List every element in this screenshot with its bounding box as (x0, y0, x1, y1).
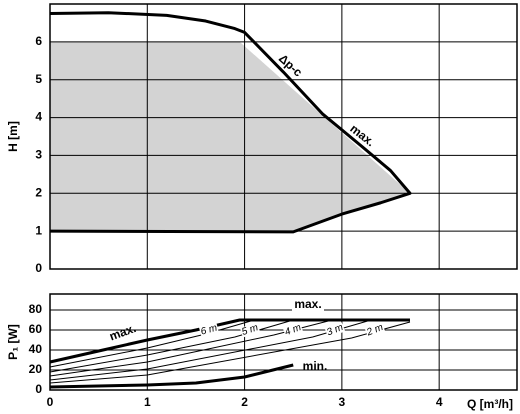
x-tick-label: 3 (339, 395, 346, 409)
label-bg (324, 321, 346, 339)
y-tick-label: 5 (35, 72, 42, 86)
label-bg (239, 322, 261, 338)
y-tick-label: 40 (29, 342, 43, 356)
plot-area (50, 294, 517, 390)
annotation: max. (294, 297, 321, 311)
curve (49, 363, 294, 389)
x-tick-label: 2 (241, 395, 248, 409)
label-bg (364, 321, 386, 339)
curve-label: 5 m (240, 322, 259, 338)
x-tick-label: 1 (144, 395, 151, 409)
x-tick-label: 4 (436, 395, 443, 409)
label-bg (292, 298, 324, 312)
y-axis-label: H [m] (6, 121, 20, 152)
plot-frame (49, 293, 518, 391)
label-bg (282, 322, 304, 338)
y-tick-label: 2 (35, 185, 42, 199)
y-tick-label: 3 (35, 148, 42, 162)
curve (49, 318, 410, 364)
curve (49, 11, 412, 234)
y-tick-label: 0 (35, 261, 42, 275)
y-tick-label: 60 (29, 322, 43, 336)
y-tick-label: 6 (35, 34, 42, 48)
curve-label: min. (303, 359, 328, 373)
y-axis-label: P₁ [W] (6, 324, 20, 360)
y-tick-label: 1 (35, 223, 42, 237)
label-bg (199, 322, 219, 338)
y-tick-label: 0 (35, 382, 42, 396)
shaded-area (50, 41, 410, 232)
y-tick-label: 80 (29, 302, 43, 316)
y-tick-label: 20 (29, 362, 43, 376)
curve (49, 319, 333, 377)
x-axis-label: Q [m³/h] (467, 397, 513, 411)
curve-label: 4 m (283, 322, 302, 338)
x-tick-label: 0 (47, 395, 54, 409)
plot-frame (49, 3, 518, 270)
curve (49, 319, 294, 373)
y-tick-label: 4 (35, 110, 42, 124)
curve-label: 6 m (200, 323, 219, 338)
curve (49, 319, 255, 368)
